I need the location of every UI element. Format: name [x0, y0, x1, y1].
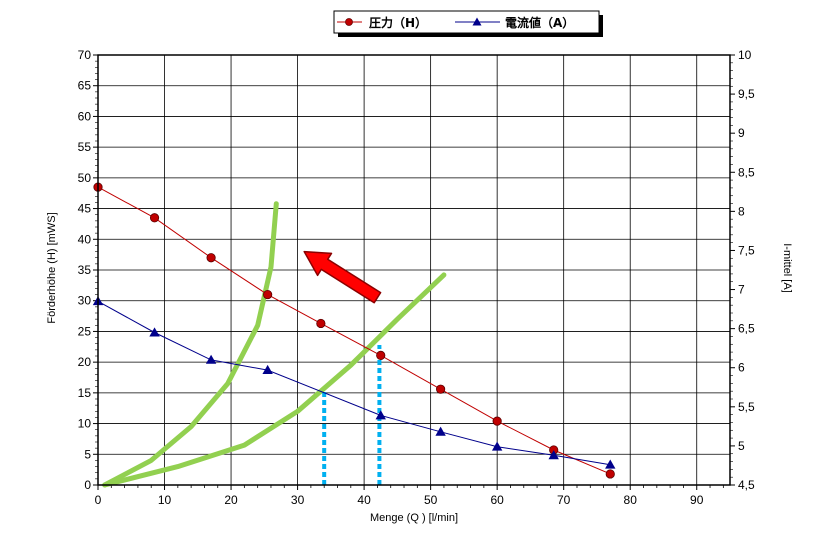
annotation-layer [102, 201, 447, 488]
y-axis-label: Förderhöhe (H) [mWS] [46, 212, 58, 323]
y-tick-label: 45 [78, 202, 92, 216]
series-layer [92, 182, 616, 479]
y2-axis-ticks: 4,5 5 5,5 6 6,5 7 7,5 8 8,5 9 9,5 10 [730, 48, 755, 492]
x-tick-label: 80 [624, 493, 638, 507]
x-tick-label: 30 [291, 493, 305, 507]
current-point [491, 441, 503, 451]
x-tick-label: 40 [357, 493, 371, 507]
y-tick-label: 40 [78, 232, 92, 246]
legend-label-pressure: 圧力（H） [369, 15, 427, 30]
pressure-point [605, 469, 615, 479]
y-tick-label: 50 [78, 171, 92, 185]
x-tick-label: 60 [490, 493, 504, 507]
y-tick-label: 30 [78, 294, 92, 308]
y2-tick-label: 9 [738, 126, 745, 140]
y2-tick-label: 9,5 [738, 87, 755, 101]
y-tick-label: 70 [78, 48, 92, 62]
pressure-point [149, 213, 160, 223]
pressure-point [206, 253, 216, 263]
y2-axis-label: I-mittel [A] [781, 243, 793, 293]
y2-tick-label: 10 [738, 48, 752, 62]
current-point [435, 426, 446, 436]
pressure-point [492, 416, 502, 426]
y2-tick-label: 5,5 [738, 400, 755, 414]
x-tick-label: 90 [690, 493, 704, 507]
direction-arrow [303, 250, 382, 304]
x-tick-label: 20 [224, 493, 238, 507]
y-tick-label: 0 [84, 478, 91, 492]
y2-tick-label: 8 [738, 204, 745, 218]
y2-tick-label: 5 [738, 439, 745, 453]
pressure-point [376, 350, 386, 360]
pressure-point [436, 384, 446, 394]
y2-tick-label: 4,5 [738, 478, 755, 492]
current-point [149, 327, 160, 337]
y-tick-label: 55 [78, 140, 92, 154]
x-tick-label: 70 [557, 493, 571, 507]
legend-marker-pressure [345, 18, 353, 26]
legend-label-current: 電流値（A） [505, 15, 574, 30]
current-point [205, 354, 217, 364]
y-tick-label: 65 [78, 79, 92, 93]
current-point [605, 459, 616, 469]
x-axis-label: Menge (Q ) [l/min] [370, 512, 458, 524]
current-point [262, 364, 273, 374]
chart-grid [98, 55, 730, 485]
y-tick-label: 20 [78, 355, 92, 369]
legend: 圧力（H） 電流値（A） [333, 10, 603, 37]
y-tick-label: 10 [78, 417, 92, 431]
y2-tick-label: 7 [738, 283, 745, 297]
x-axis-ticks: 0 10 20 30 40 50 60 70 80 90 [95, 485, 724, 507]
y-tick-label: 35 [78, 263, 92, 277]
system-curve-1 [102, 201, 279, 488]
x-tick-label: 0 [95, 493, 102, 507]
current-point [548, 450, 559, 460]
pressure-point [316, 318, 326, 329]
y2-tick-label: 6 [738, 361, 745, 375]
y-tick-label: 60 [78, 109, 92, 123]
y-tick-label: 15 [78, 386, 92, 400]
current-point [375, 410, 386, 420]
y2-tick-label: 7,5 [738, 243, 755, 257]
y-tick-label: 5 [84, 447, 91, 461]
system-curve-2 [102, 272, 447, 488]
y-axis-ticks: 0 5 10 15 20 25 30 35 40 45 50 55 60 65 70 [78, 48, 98, 492]
y2-tick-label: 8,5 [738, 165, 755, 179]
y-tick-label: 25 [78, 324, 92, 338]
legend-marker-current [472, 17, 482, 26]
x-tick-label: 10 [158, 493, 172, 507]
series-line-1 [97, 186, 611, 475]
y2-tick-label: 6,5 [738, 322, 755, 336]
pressure-point [263, 289, 273, 300]
plot-frame [97, 54, 731, 486]
x-tick-label: 50 [424, 493, 438, 507]
